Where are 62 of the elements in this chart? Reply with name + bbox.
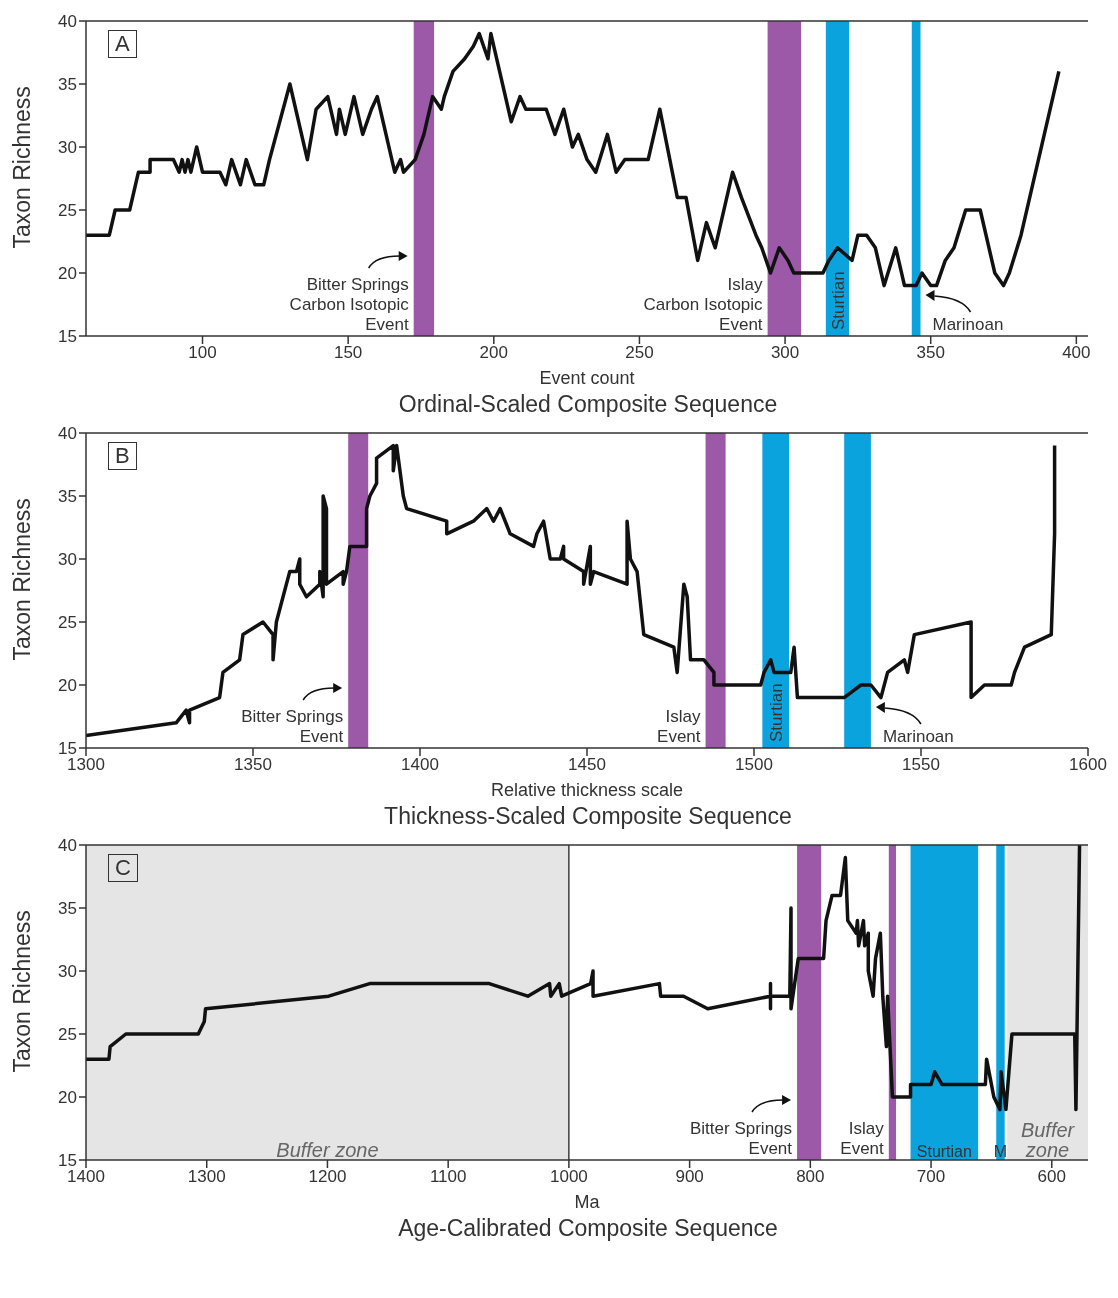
y-axis-title: Taxon Richness [9,86,36,249]
y-tick-label: 35 [58,487,77,507]
band-label: Sturtian [766,683,786,742]
y-tick-label: 20 [58,1088,77,1108]
x-tick-label: 1600 [1069,755,1107,775]
x-tick-label: 150 [333,343,363,363]
x-tick-label: 600 [1037,1167,1066,1187]
x-tick-label: 1200 [308,1167,347,1187]
band-label: Islay Carbon Isotopic Event [643,275,764,334]
x-tick-label: 1300 [187,1167,226,1187]
y-tick-label: 25 [58,1025,77,1045]
band-label: Marinoan [932,315,1004,334]
band-label: Buffer zone [1020,1119,1076,1161]
x-tick-label: 200 [479,343,508,363]
x-tick-label: 1500 [735,755,773,775]
band-label: Bitter Springs Event [690,1119,793,1158]
y-tick-label: 25 [58,613,77,633]
band-label: Islay Event [840,1119,885,1158]
band-label: Islay Event [657,707,702,746]
y-tick-label: 20 [58,676,77,696]
text: Ordinal-Scaled Composite Sequence [397,390,779,418]
x-tick-label: 1350 [234,755,272,775]
x-tick-label: 800 [796,1167,825,1187]
x-axis-title: Relative thickness scale [490,780,684,800]
x-tick-label: 1450 [568,755,606,775]
x-tick-label: 1000 [549,1167,588,1187]
text: Age-Calibrated Composite Sequence [397,1214,779,1242]
y-tick-label: 15 [58,327,77,347]
x-tick-label: 1100 [429,1167,467,1187]
annotation: B [108,442,137,470]
band-label: Buffer zone [276,1139,379,1161]
x-tick-label: 100 [188,343,217,363]
band-label: Marinoan [882,727,954,746]
band-label: Bitter Springs Carbon Isotopic Event [289,275,410,334]
x-tick-label: 300 [770,343,800,363]
y-tick-label: 40 [58,12,77,32]
band-label: Sturtian [828,271,848,330]
x-tick-label: 250 [625,343,654,363]
y-tick-label: 25 [58,201,77,221]
x-tick-label: 1550 [902,755,940,775]
y-tick-label: 40 [58,424,77,444]
x-tick-label: 900 [675,1167,704,1187]
y-tick-label: 40 [58,836,77,856]
x-tick-label: 700 [916,1167,946,1187]
annotation: A [108,30,137,58]
y-tick-label: 35 [58,899,77,919]
y-tick-label: 20 [58,264,77,284]
x-axis-title: Event count [539,368,635,388]
band-label: Bitter Springs Event [241,707,344,746]
y-axis-title: Taxon Richness [9,910,36,1073]
text: Thickness-Scaled Composite Sequence [383,802,793,830]
x-tick-label: 400 [1062,343,1091,363]
annotation: C [108,854,138,882]
x-tick-label: 1400 [401,755,439,775]
y-axis-title: Taxon Richness [9,498,36,661]
x-tick-label: 350 [916,343,945,363]
x-axis-title: Ma [574,1192,601,1212]
band-label: Sturtian [916,1143,972,1160]
y-tick-label: 30 [58,138,77,158]
y-tick-label: 30 [58,550,77,570]
y-tick-label: 30 [58,962,77,982]
y-tick-label: 35 [58,75,77,95]
